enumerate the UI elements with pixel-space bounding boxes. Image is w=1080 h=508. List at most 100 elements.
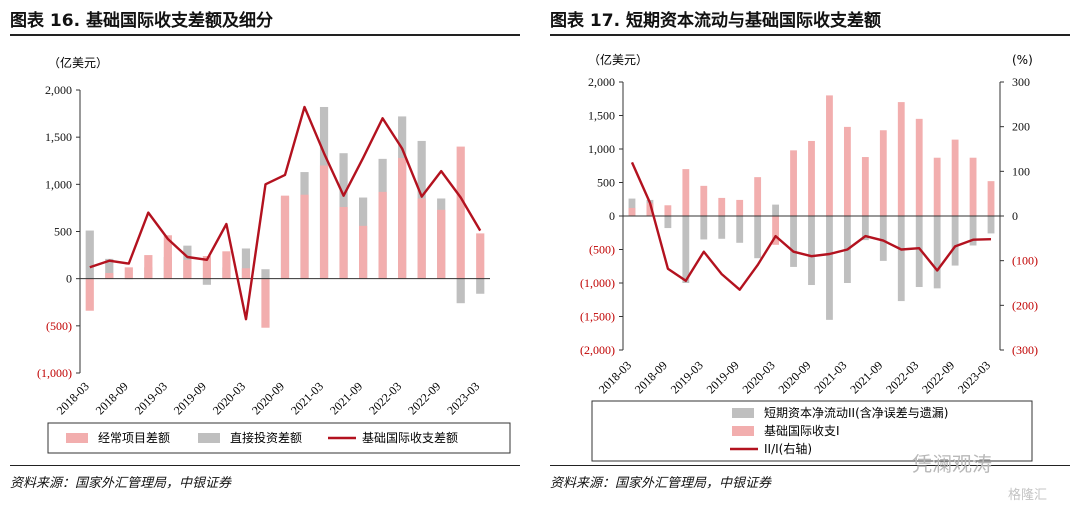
left-bar-current-account [85, 278, 94, 311]
left-y-tick-label: (1,000) [37, 366, 72, 380]
right-bar-short-term-capital [664, 216, 672, 229]
right-x-tick-label: 2021-09 [847, 358, 885, 396]
left-legend-label: 直接投资差额 [230, 430, 302, 445]
right-y2-tick-label: 300 [1012, 75, 1030, 89]
left-line-basic-bop [89, 105, 482, 321]
right-bar-short-term-capital [700, 216, 708, 240]
right-bar-basic-bop [969, 157, 977, 216]
right-bar-short-term-capital [969, 216, 977, 246]
right-bar-short-term-capital [790, 216, 797, 267]
right-bar-short-term-capital [826, 216, 833, 320]
left-bar-current-account [183, 259, 192, 279]
right-x-tick-label: 2023-03 [955, 358, 993, 396]
right-bar-basic-bop [700, 185, 708, 216]
left-x-tick-label: 2021-09 [327, 379, 365, 417]
left-x-tick-label: 2019-09 [171, 379, 209, 417]
left-y-tick-label: 1,500 [45, 130, 72, 144]
left-bar-fdi [202, 278, 212, 285]
right-bar-basic-bop [915, 118, 923, 216]
right-x-tick-label: 2021-03 [811, 358, 849, 396]
right-bar-basic-bop [897, 102, 905, 216]
left-bar-current-account [261, 278, 270, 328]
right-bar-basic-bop [736, 199, 744, 216]
right-x-tick-label: 2018-09 [632, 358, 670, 396]
left-x-tick-label: 2018-09 [93, 379, 131, 417]
left-x-tick-label: 2020-03 [210, 379, 248, 417]
left-y-tick-label: 1,000 [45, 177, 72, 191]
right-y-tick-label: (1,000) [580, 276, 615, 290]
left-panel: 图表 16. 基础国际收支差额及细分 （亿美元） (1,000) (500) 0 500… [0, 0, 530, 508]
right-y-tick-label: 500 [597, 176, 615, 190]
left-legend-box [47, 422, 511, 454]
right-bar-basic-bop [861, 157, 869, 216]
right-legend-label: 短期资本净流动II(含净误差与遗漏) [764, 405, 948, 420]
right-bar-basic-bop [754, 177, 762, 216]
right-source: 资料来源：国家外汇管理局，中银证券 [550, 476, 772, 491]
right-y2-unit-label: (%) [1012, 53, 1033, 67]
left-bar-current-account [124, 267, 133, 279]
left-chart-title: 图表 16. 基础国际收支差额及细分 [10, 11, 273, 31]
right-bar-short-term-capital [718, 216, 726, 239]
left-bar-current-account [222, 251, 231, 279]
left-bar-current-account [202, 256, 212, 279]
left-bar-fdi [85, 230, 94, 279]
right-bar-basic-bop [879, 130, 887, 216]
left-bar-current-account [339, 206, 348, 279]
right-bar-short-term-capital [987, 216, 995, 234]
right-bar-short-term-capital [772, 204, 780, 216]
left-bar-fdi [105, 258, 114, 279]
right-y2-tick-label: 100 [1012, 164, 1030, 178]
left-x-tick-label: 2022-03 [366, 379, 404, 417]
right-bar-basic-bop [808, 140, 815, 216]
left-bar-current-account [241, 268, 251, 279]
right-bar-short-term-capital [933, 216, 941, 289]
left-x-tick-label: 2018-03 [54, 379, 92, 417]
left-bar-current-account [456, 146, 465, 279]
left-x-tick-label: 2023-03 [444, 379, 482, 417]
right-bar-basic-bop [682, 169, 690, 216]
left-bar-current-account [378, 191, 387, 279]
left-source: 资料来源：国家外汇管理局，中银证券 [10, 476, 232, 491]
right-bar-short-term-capital [897, 216, 905, 302]
right-bar-basic-bop [718, 197, 726, 216]
right-y2-tick-label: (100) [1012, 254, 1038, 268]
right-panel: 图表 17. 短期资本流动与基础国际收支差额 （亿美元） (%) (2,000) (1… [540, 0, 1080, 508]
right-x-tick-label: 2019-03 [668, 358, 706, 396]
left-x-tick-label: 2019-03 [132, 379, 170, 417]
left-bar-current-account [300, 194, 309, 279]
right-y-tick-label: (500) [589, 243, 615, 257]
right-legend-swatch [732, 426, 754, 436]
right-y-unit-label: （亿美元） [588, 52, 648, 67]
left-title-rule [10, 34, 520, 36]
right-y2-tick-label: 0 [1012, 209, 1018, 223]
right-x-tick-label: 2018-03 [596, 358, 634, 396]
right-bar-short-term-capital [682, 216, 690, 283]
left-chart: （亿美元） (1,000) (500) 0 500 1,000 1,500 2,000 2018… [37, 55, 511, 454]
left-footer-rule [10, 465, 520, 466]
left-bar-current-account [144, 255, 153, 279]
left-y-tick-label: (500) [46, 319, 72, 333]
right-chart: （亿美元） (%) (2,000) (1,500) (1,000) (500) 0 500 1,… [580, 52, 1038, 462]
right-bar-basic-bop [646, 203, 654, 216]
right-footer-rule [550, 465, 1070, 466]
right-bar-short-term-capital [808, 216, 815, 286]
right-title-rule [550, 34, 1070, 36]
right-y-tick-label: (1,500) [580, 310, 615, 324]
right-bar-basic-bop [772, 216, 780, 245]
right-y-tick-label: 0 [609, 209, 615, 223]
right-legend-label: 基础国际收支I [764, 424, 840, 438]
right-bar-basic-bop [951, 139, 959, 216]
right-bar-basic-bop [987, 181, 995, 216]
right-bar-short-term-capital [915, 216, 923, 288]
right-x-tick-label: 2019-09 [704, 358, 742, 396]
left-y-tick-label: 500 [54, 225, 72, 239]
left-bar-current-account [280, 195, 290, 279]
right-bar-short-term-capital [736, 216, 744, 243]
left-bar-fdi [261, 269, 270, 279]
left-bar-current-account [358, 225, 368, 279]
right-y2-tick-label: 200 [1012, 120, 1030, 134]
left-x-tick-label: 2020-09 [249, 379, 287, 417]
right-bar-short-term-capital [951, 216, 959, 266]
right-bar-short-term-capital [754, 216, 762, 259]
left-x-tick-label: 2022-09 [405, 379, 443, 417]
